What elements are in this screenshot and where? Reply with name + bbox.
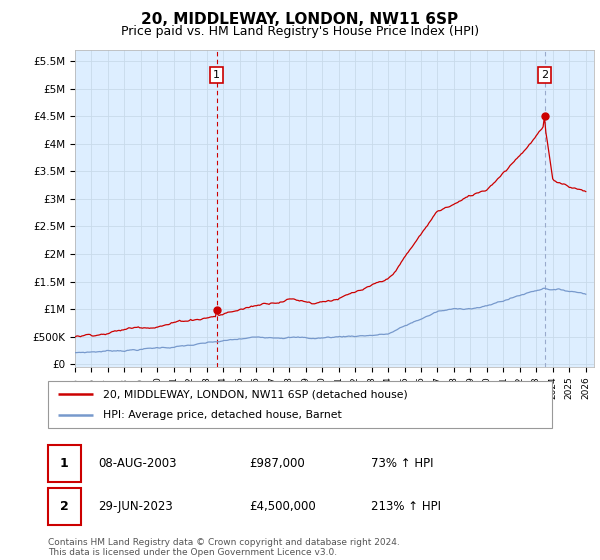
Text: Contains HM Land Registry data © Crown copyright and database right 2024.
This d: Contains HM Land Registry data © Crown c…	[48, 538, 400, 557]
Text: 1: 1	[60, 457, 69, 470]
Text: 1: 1	[213, 70, 220, 80]
Text: £4,500,000: £4,500,000	[250, 500, 316, 513]
Text: 2: 2	[541, 70, 548, 80]
Text: 20, MIDDLEWAY, LONDON, NW11 6SP: 20, MIDDLEWAY, LONDON, NW11 6SP	[142, 12, 458, 27]
Text: Price paid vs. HM Land Registry's House Price Index (HPI): Price paid vs. HM Land Registry's House …	[121, 25, 479, 38]
Bar	[48, 445, 81, 482]
Bar	[48, 488, 81, 525]
Text: 2: 2	[60, 500, 69, 513]
Text: £987,000: £987,000	[250, 457, 305, 470]
Text: 20, MIDDLEWAY, LONDON, NW11 6SP (detached house): 20, MIDDLEWAY, LONDON, NW11 6SP (detache…	[103, 389, 408, 399]
Text: 73% ↑ HPI: 73% ↑ HPI	[371, 457, 433, 470]
Text: 08-AUG-2003: 08-AUG-2003	[98, 457, 177, 470]
Text: 213% ↑ HPI: 213% ↑ HPI	[371, 500, 440, 513]
Text: 29-JUN-2023: 29-JUN-2023	[98, 500, 173, 513]
Text: HPI: Average price, detached house, Barnet: HPI: Average price, detached house, Barn…	[103, 410, 342, 420]
